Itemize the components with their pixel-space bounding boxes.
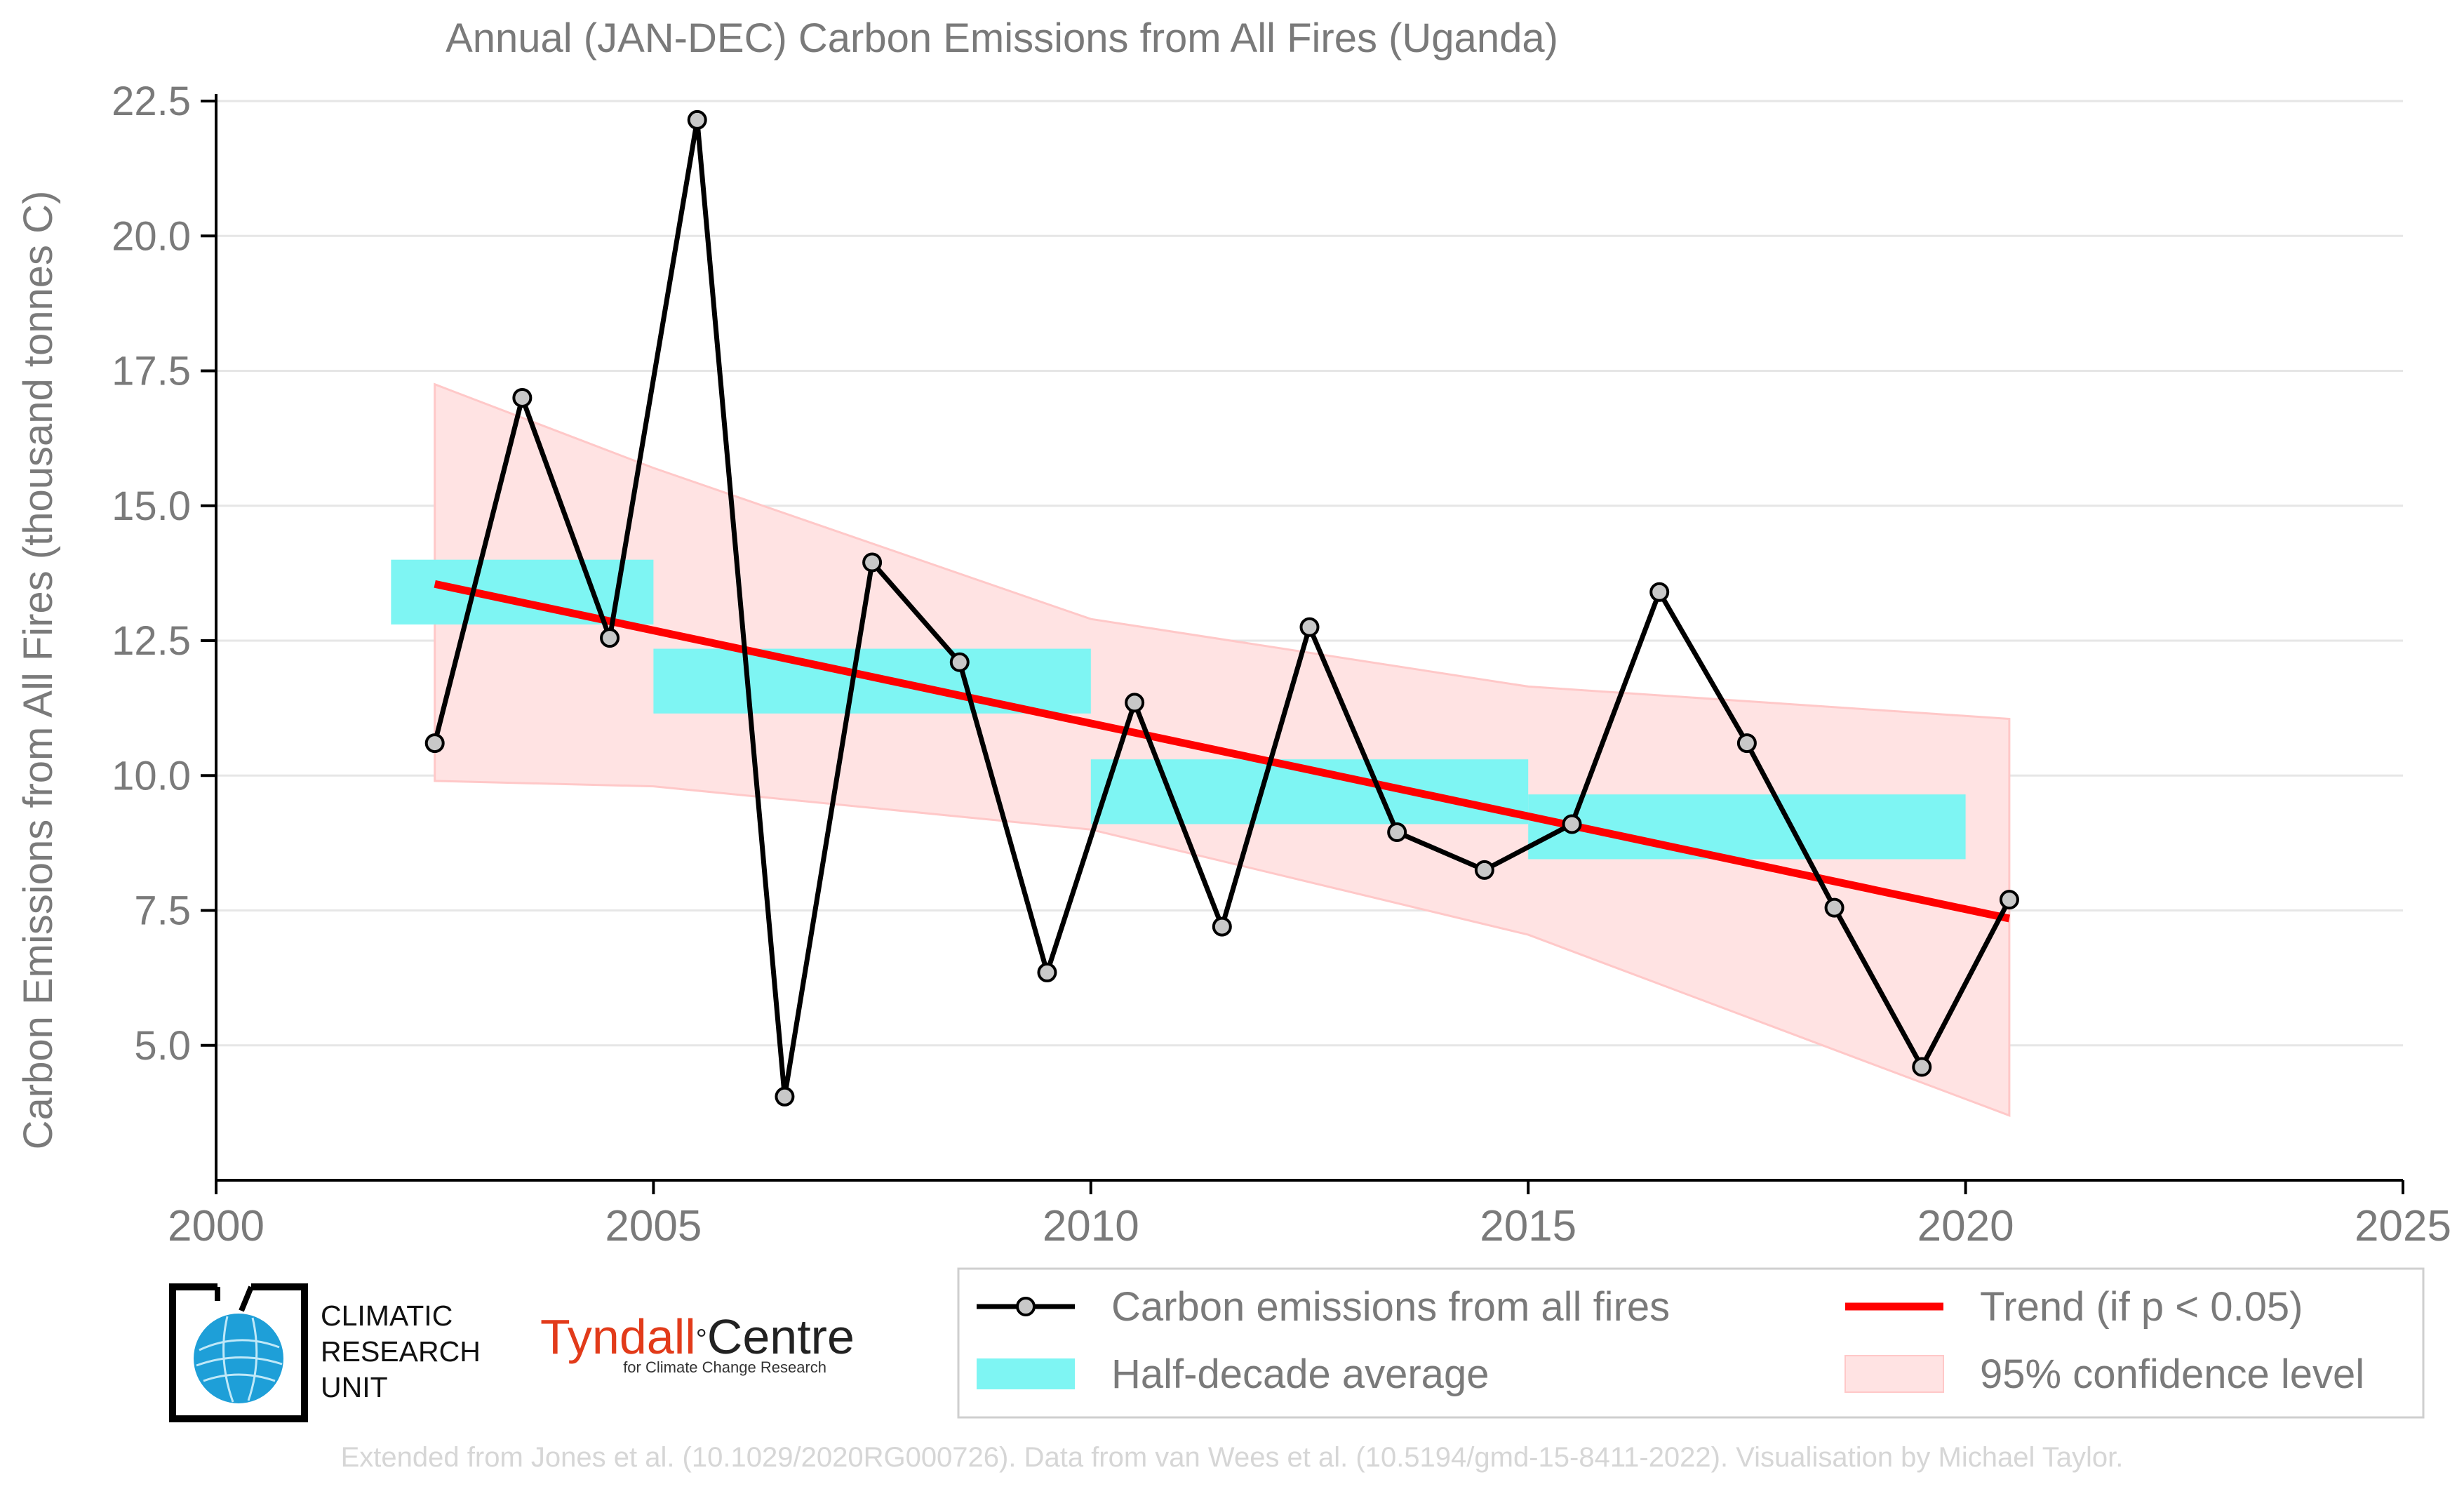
legend-frame bbox=[957, 1267, 2425, 1419]
y-tick-label: 12.5 bbox=[112, 618, 191, 664]
footer-credit: Extended from Jones et al. (10.1029/2020… bbox=[340, 1442, 2124, 1473]
emissions-point bbox=[1562, 814, 1582, 834]
y-axis-label: Carbon Emissions from All Fires (thousan… bbox=[15, 191, 61, 1150]
y-tick-label: 22.5 bbox=[112, 79, 191, 124]
emissions-point bbox=[512, 387, 533, 408]
legend-confidence-swatch bbox=[1844, 1355, 1944, 1393]
emissions-point bbox=[1474, 860, 1494, 880]
emissions-point bbox=[1649, 582, 1670, 602]
y-tick-label: 20.0 bbox=[112, 213, 191, 259]
emissions-point bbox=[862, 552, 883, 573]
emissions-point bbox=[949, 652, 970, 672]
emissions-point bbox=[1824, 897, 1844, 918]
cru-line-2: RESEARCH bbox=[321, 1335, 481, 1368]
emissions-point bbox=[1125, 693, 1145, 713]
emissions-point bbox=[1212, 916, 1232, 937]
tyndall-suffix: Centre bbox=[707, 1309, 855, 1364]
y-tick-label: 7.5 bbox=[134, 888, 191, 934]
emissions-point bbox=[600, 628, 620, 648]
cru-logo-text: CLIMATIC RESEARCH UNIT bbox=[321, 1298, 503, 1405]
emissions-point bbox=[1999, 890, 2019, 910]
legend: Carbon emissions from all fires Trend (i… bbox=[957, 1267, 2425, 1419]
cru-logo bbox=[168, 1283, 309, 1423]
tyndall-logo: Tyndall°Centre for Climate Change Resear… bbox=[540, 1309, 855, 1377]
legend-label-trend: Trend (if p < 0.05) bbox=[1980, 1284, 2303, 1330]
y-tick-label: 17.5 bbox=[112, 349, 191, 394]
trend-layer bbox=[434, 580, 2011, 923]
cru-globe-icon bbox=[169, 1283, 308, 1422]
tyndall-degree: ° bbox=[695, 1324, 707, 1355]
legend-label-emissions: Carbon emissions from all fires bbox=[1111, 1284, 1670, 1330]
emissions-point bbox=[1037, 962, 1057, 982]
tyndall-subtitle: for Climate Change Research bbox=[623, 1358, 826, 1376]
emissions-point bbox=[424, 733, 445, 754]
legend-label-half-decade: Half-decade average bbox=[1111, 1351, 1489, 1397]
half-decade-bar bbox=[653, 648, 1091, 714]
tyndall-wordmark: Tyndall°Centre bbox=[540, 1309, 855, 1364]
cru-line-1: CLIMATIC bbox=[321, 1300, 453, 1332]
axes: 5.0 7.5 10.0 12.5 15.0 17.5 20.0 22.5 2000 2005 20… bbox=[112, 79, 2451, 1250]
emissions-point bbox=[687, 109, 707, 130]
legend-emissions-marker bbox=[1016, 1297, 1036, 1316]
legend-half-decade-swatch bbox=[977, 1358, 1075, 1389]
legend-label-confidence: 95% confidence level bbox=[1980, 1351, 2364, 1397]
x-tick-label: 2020 bbox=[1917, 1202, 2014, 1250]
x-tick-label: 2010 bbox=[1043, 1202, 1139, 1250]
y-tick-label: 5.0 bbox=[134, 1023, 191, 1069]
trend-line bbox=[434, 580, 2011, 923]
x-tick-label: 2025 bbox=[2355, 1202, 2451, 1250]
y-tick-label: 15.0 bbox=[112, 483, 191, 529]
cru-line-3: UNIT bbox=[321, 1371, 388, 1403]
x-tick-label: 2000 bbox=[168, 1202, 265, 1250]
half-decade-bar bbox=[391, 559, 654, 625]
emissions-layer bbox=[424, 109, 2019, 1107]
emissions-point bbox=[1387, 822, 1407, 842]
half-decade-bar bbox=[1528, 794, 1966, 860]
y-tick-label: 10.0 bbox=[112, 753, 191, 799]
chart-title: Annual (JAN-DEC) Carbon Emissions from A… bbox=[446, 15, 1558, 61]
emissions-point bbox=[775, 1086, 795, 1107]
emissions-point bbox=[1736, 733, 1757, 754]
tyndall-prefix: Tyndall bbox=[540, 1309, 696, 1364]
emissions-point bbox=[1912, 1057, 1932, 1077]
x-tick-label: 2015 bbox=[1480, 1202, 1576, 1250]
half-decade-layer bbox=[391, 559, 1966, 860]
emissions-point bbox=[1299, 617, 1320, 637]
x-tick-label: 2005 bbox=[605, 1202, 702, 1250]
